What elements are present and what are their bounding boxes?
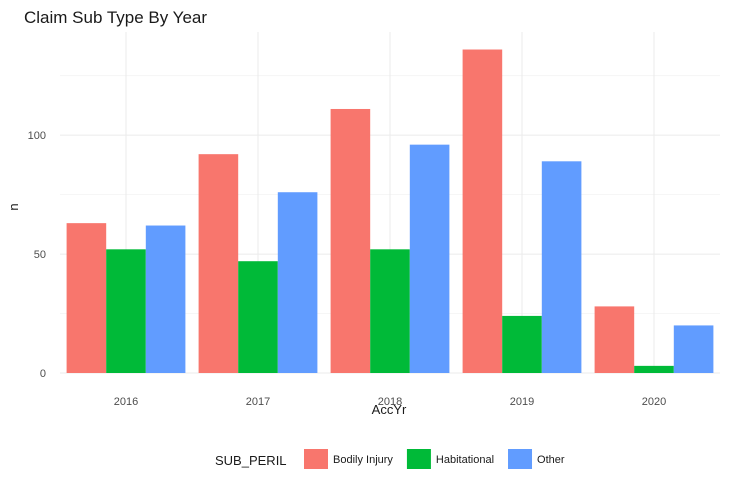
bars — [66, 49, 714, 374]
bar-other-2019 — [541, 161, 582, 373]
y-tick-label: 100 — [28, 130, 46, 142]
bar-habitational-2017 — [238, 261, 278, 373]
bar-other-2020 — [673, 325, 714, 373]
legend-label: Other — [537, 454, 565, 466]
bar-other-2018 — [409, 144, 450, 373]
x-tick-label: 2016 — [114, 396, 138, 408]
bar-habitational-2016 — [106, 249, 146, 373]
legend-key-bodily-injury — [304, 449, 328, 469]
bar-bodily-injury-2020 — [594, 306, 635, 373]
legend-key-other — [508, 449, 533, 469]
legend-title: SUB_PERIL — [215, 453, 287, 468]
bar-bodily-injury-2018 — [330, 108, 371, 373]
x-axis-title: AccYr — [372, 402, 407, 417]
y-tick-label: 0 — [40, 368, 46, 380]
bar-other-2017 — [277, 192, 318, 373]
y-tick-label: 50 — [34, 249, 46, 261]
bar-bodily-injury-2017 — [198, 154, 239, 373]
x-tick-label: 2019 — [510, 396, 534, 408]
legend: SUB_PERIL Bodily Injury Habitational Other — [215, 449, 565, 469]
x-tick-label: 2018 — [378, 396, 402, 408]
bar-habitational-2019 — [502, 315, 542, 373]
legend-label: Habitational — [436, 454, 494, 466]
bar-habitational-2018 — [370, 249, 410, 373]
bar-bodily-injury-2019 — [462, 49, 503, 374]
legend-label: Bodily Injury — [333, 454, 393, 466]
x-tick-label: 2017 — [246, 396, 270, 408]
y-axis-title: n — [6, 203, 21, 210]
legend-key-habitational — [406, 449, 431, 469]
chart-title: Claim Sub Type By Year — [24, 8, 207, 27]
x-tick-label: 2020 — [642, 396, 666, 408]
axis-ticks: 0 50 100 2016 2017 2018 2019 2020 — [28, 130, 667, 408]
bar-bodily-injury-2016 — [66, 223, 107, 373]
bar-habitational-2020 — [634, 365, 674, 373]
bar-other-2016 — [145, 225, 186, 373]
